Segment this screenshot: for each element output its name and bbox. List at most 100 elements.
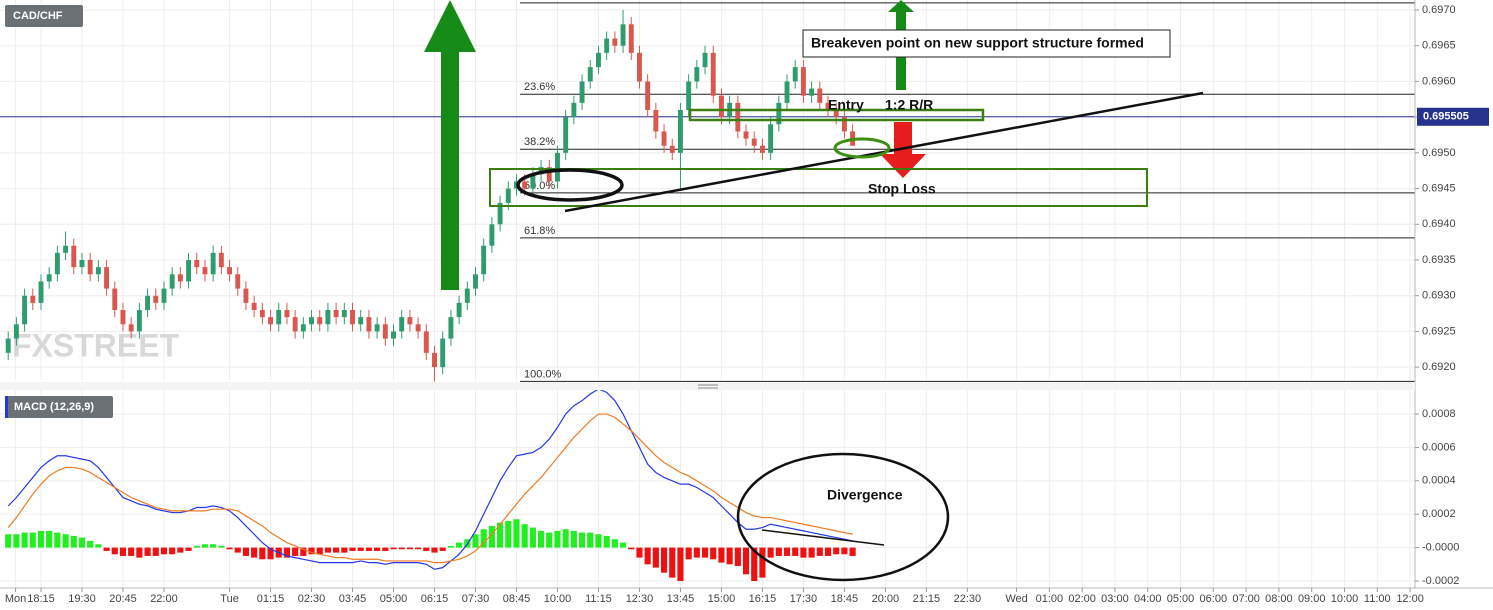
y-tick-label: 0.6920: [1422, 361, 1456, 373]
y-tick-label: 0.6960: [1422, 75, 1456, 87]
histogram-bar: [472, 534, 479, 548]
histogram-bar: [70, 535, 77, 548]
histogram-bar: [5, 534, 12, 548]
watermark: FXSTREET: [12, 327, 180, 363]
histogram-bar: [521, 524, 528, 548]
candle-body: [112, 288, 118, 310]
histogram-bar: [619, 542, 627, 548]
candle-body: [792, 67, 798, 82]
candle-body: [751, 138, 757, 146]
candle-body: [95, 267, 101, 275]
candle-body: [218, 252, 224, 268]
x-tick-label: 13:45: [667, 593, 695, 605]
histogram-bar: [816, 547, 823, 556]
y-tick-label: 0.6965: [1422, 40, 1456, 52]
candle-body: [841, 117, 847, 132]
y-tick-label: 0.6970: [1422, 4, 1456, 16]
histogram-bar: [562, 529, 569, 548]
indicator-label-box[interactable]: [5, 396, 113, 418]
big-up-arrow: [424, 0, 476, 290]
histogram-bar: [783, 547, 791, 556]
x-tick-label: 06:15: [421, 593, 449, 605]
candle-body: [5, 338, 11, 353]
x-tick-label: 11:00: [1364, 593, 1391, 605]
histogram-bar: [316, 547, 323, 555]
candle-body: [333, 310, 339, 318]
x-tick-label: 20:00: [872, 593, 900, 605]
histogram-bar: [324, 547, 332, 553]
candle-body: [251, 302, 257, 310]
candle-body: [153, 295, 159, 303]
histogram-bar: [497, 522, 504, 548]
candle-body: [825, 102, 831, 110]
symbol-label-box[interactable]: [5, 5, 83, 27]
histogram-bar: [292, 547, 299, 556]
histogram-bar: [538, 530, 545, 548]
histogram-bar: [259, 547, 266, 560]
histogram-bar: [447, 545, 454, 548]
histogram-bar: [701, 547, 709, 558]
candle-body: [653, 110, 659, 132]
candle-body: [235, 274, 241, 289]
histogram-bar: [751, 547, 758, 581]
candle-body: [120, 310, 126, 325]
candle-body: [243, 288, 249, 303]
candle-body: [784, 81, 790, 103]
y-tick-label: 0.6940: [1422, 218, 1456, 230]
x-tick-label: 17:30: [790, 593, 818, 605]
histogram-bar: [374, 547, 381, 551]
histogram-bar: [218, 545, 225, 548]
histogram-bar: [603, 535, 610, 548]
axis-layer: 0.6920 0.6925 0.6930 0.6935 0.6940 0.6945 0.69…: [5, 4, 1489, 605]
histogram-bar: [21, 532, 28, 548]
candle-body: [317, 317, 323, 325]
histogram-bar: [308, 547, 315, 555]
histogram-bar: [144, 547, 151, 556]
annotations: Breakeven point on new support structure…: [424, 0, 1204, 582]
x-tick-label: 19:30: [68, 593, 96, 605]
histogram-bar: [226, 547, 233, 550]
support-zone: [489, 168, 1148, 207]
histogram-bar: [636, 547, 643, 558]
candle-body: [505, 188, 511, 203]
histogram-bar: [669, 547, 676, 578]
histogram-bar: [456, 542, 463, 548]
histogram-bar: [54, 532, 61, 548]
last-price-label: 0.695505: [1423, 111, 1469, 123]
candle-body: [710, 52, 716, 96]
histogram-bar: [341, 547, 348, 553]
candle-body: [382, 324, 388, 339]
y-tick-label: 0.6935: [1422, 254, 1456, 266]
histogram-bar: [267, 547, 274, 560]
annotation: Divergence: [827, 487, 903, 503]
y-tick-label: -0.0000: [1422, 542, 1459, 554]
histogram-bar: [710, 547, 717, 560]
candle-body: [497, 202, 503, 225]
histogram-bar: [111, 547, 118, 555]
candle-body: [473, 274, 478, 289]
candle-body: [104, 267, 110, 289]
y-tick-label: 0.6930: [1422, 290, 1456, 302]
x-tick-label: 10:00: [544, 593, 572, 605]
histogram-bar: [13, 534, 20, 548]
y-tick-label: -0.0002: [1422, 575, 1459, 587]
histogram-bar: [177, 547, 184, 553]
entry-zone: [688, 108, 985, 122]
candle-body: [136, 310, 142, 332]
candle-body: [768, 124, 774, 153]
histogram-bar: [382, 547, 389, 551]
histogram-bar: [46, 530, 53, 548]
histogram-bar: [628, 547, 635, 550]
pane-divider[interactable]: [0, 382, 1415, 390]
histogram-bar: [652, 547, 659, 568]
candle-body: [440, 338, 446, 368]
histogram-bar: [78, 537, 86, 548]
candle-body: [694, 67, 700, 82]
histogram-bar: [349, 547, 356, 551]
mark-layer: [5, 10, 856, 581]
candle-body: [358, 317, 364, 325]
fib-label: 61.8%: [524, 225, 555, 237]
histogram-bar: [660, 547, 668, 573]
